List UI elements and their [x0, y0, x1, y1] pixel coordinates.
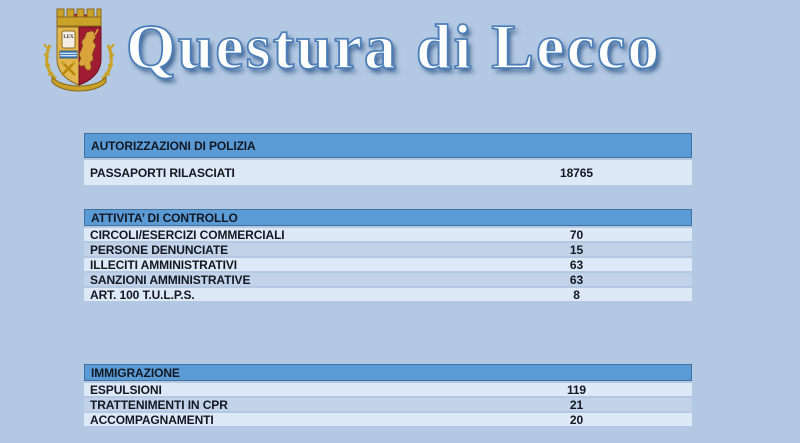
row-value: 119 — [566, 382, 586, 397]
row-value: 20 — [569, 412, 584, 427]
table-header: AUTORIZZAZIONI DI POLIZIA — [84, 133, 692, 158]
mural-crown — [56, 8, 102, 27]
table-header: ATTIVITA’ DI CONTROLLO — [84, 209, 692, 226]
table-row-art-100-t-u-l-p-s: ART. 100 T.U.L.P.S. 8 — [84, 287, 692, 302]
statistics-tables: AUTORIZZAZIONI DI POLIZIA PASSAPORTI RILA… — [84, 133, 692, 427]
table-header: IMMIGRAZIONE — [84, 364, 692, 381]
table-row-passaporti-rilasciati: PASSAPORTI RILASCIATI 18765 — [84, 160, 692, 185]
table-row-espulsioni: ESPULSIONI 119 — [84, 382, 692, 397]
row-value: 15 — [569, 242, 584, 257]
row-label: ACCOMPAGNAMENTI — [90, 412, 214, 427]
stats-table-autorizzazioni-di-polizia: AUTORIZZAZIONI DI POLIZIA PASSAPORTI RILA… — [84, 133, 692, 185]
table-row-illeciti-amministrativi: ILLECITI AMMINISTRATIVI 63 — [84, 257, 692, 272]
crest-lex-motto: LEX — [63, 35, 74, 40]
row-label: ESPULSIONI — [90, 382, 162, 397]
row-label: ART. 100 T.U.L.P.S. — [90, 287, 195, 302]
row-value: 63 — [569, 257, 584, 272]
page-title: Questura di Lecco — [125, 10, 662, 83]
row-label: TRATTENIMENTI IN CPR — [90, 397, 228, 412]
table-row-accompagnamenti: ACCOMPAGNAMENTI 20 — [84, 412, 692, 427]
rampant-lion — [78, 28, 99, 71]
table-row-trattenimenti-in-cpr: TRATTENIMENTI IN CPR 21 — [84, 397, 692, 412]
table-row-circoli-esercizi-commerciali: CIRCOLI/ESERCIZI COMMERCIALI 70 — [84, 227, 692, 242]
stats-table-immigrazione: IMMIGRAZIONE ESPULSIONI 119 TRATTENIMENTI I… — [84, 364, 692, 427]
row-label: SANZIONI AMMINISTRATIVE — [90, 272, 251, 287]
row-label: PASSAPORTI RILASCIATI — [90, 165, 235, 180]
stats-table-attivita-di-controllo: ATTIVITA’ DI CONTROLLO CIRCOLI/ESERCIZI C… — [84, 209, 692, 302]
row-label: CIRCOLI/ESERCIZI COMMERCIALI — [90, 227, 285, 242]
page-header: LEX Questura di Lecco — [0, 0, 800, 110]
row-value: 70 — [569, 227, 584, 242]
row-value: 21 — [569, 397, 584, 412]
row-value: 8 — [573, 287, 580, 302]
table-row-sanzioni-amministrative: SANZIONI AMMINISTRATIVE 63 — [84, 272, 692, 287]
row-value: 63 — [569, 272, 584, 287]
polizia-di-stato-crest-icon: LEX — [43, 8, 115, 92]
row-label: PERSONE DENUNCIATE — [90, 242, 228, 257]
table-row-persone-denunciate: PERSONE DENUNCIATE 15 — [84, 242, 692, 257]
row-value: 18765 — [560, 165, 593, 180]
row-label: ILLECITI AMMINISTRATIVI — [90, 257, 238, 272]
